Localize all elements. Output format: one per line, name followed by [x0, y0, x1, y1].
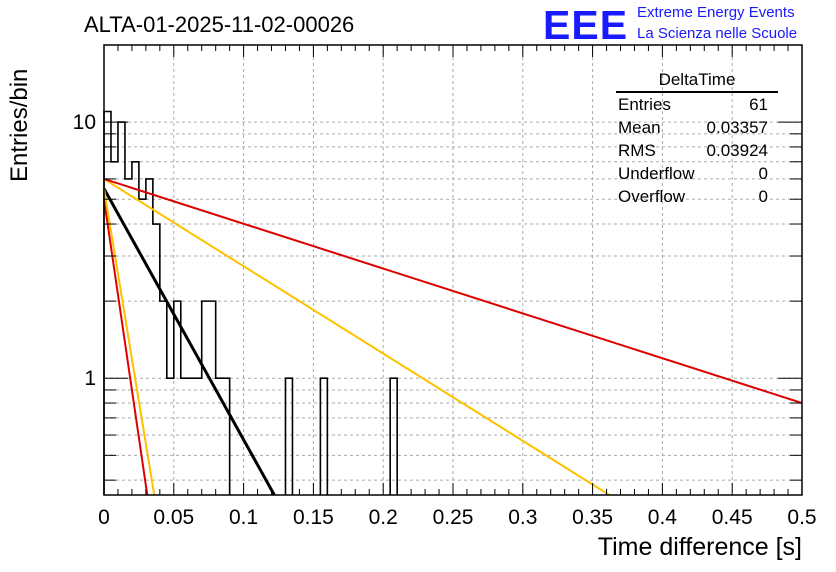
- fit-yellow: [103, 178, 610, 496]
- x-tick-label: 0.5: [787, 506, 816, 529]
- histogram-bin: [209, 301, 216, 495]
- histogram-bin: [285, 378, 292, 495]
- histogram: [103, 110, 398, 495]
- fit-yellow-steep: [103, 188, 156, 496]
- histogram-bin: [160, 301, 167, 495]
- stat-row-overflow: Overflow 0: [612, 185, 778, 208]
- logo-line-1: Extreme Energy Events: [637, 4, 795, 21]
- histogram-bin: [390, 378, 397, 495]
- stats-title: DeltaTime: [616, 70, 778, 93]
- histogram-bin: [181, 378, 188, 495]
- stat-row-underflow: Underflow 0: [612, 162, 778, 185]
- y-tick-label: 1: [84, 367, 96, 390]
- histogram-bin: [153, 224, 160, 495]
- stat-value: 0: [758, 164, 768, 183]
- x-tick-label: 0.2: [369, 506, 398, 529]
- x-tick-label: 0.4: [648, 506, 678, 529]
- stat-row-mean: Mean 0.03357: [612, 116, 778, 139]
- stat-label: Overflow: [618, 187, 686, 206]
- logo-line-2: La Scienza nelle Scuole: [637, 25, 798, 42]
- grid: [104, 44, 802, 495]
- x-axis-label: Time difference [s]: [597, 533, 802, 561]
- stat-row-rms: RMS 0.03924: [612, 139, 778, 162]
- histogram-bin: [167, 378, 174, 495]
- fit-red: [103, 177, 803, 404]
- x-tick-label: 0: [98, 506, 110, 529]
- stat-value: 0.03924: [706, 141, 768, 160]
- histogram-bin: [320, 378, 327, 495]
- x-tick-label: 0.45: [712, 506, 753, 529]
- histogram-bin: [188, 378, 195, 495]
- eee-logo: EEE: [543, 2, 629, 48]
- y-axis-label: Entries/bin: [6, 68, 33, 182]
- stat-row-entries: Entries 61: [612, 93, 778, 116]
- x-tick-label: 0.35: [572, 506, 613, 529]
- axis-ticks: [103, 44, 803, 495]
- x-tick-label: 0.1: [229, 506, 258, 529]
- stat-value: 0: [758, 187, 768, 206]
- axis-tick-labels: 0 0.05 0.1 0.15 0.2 0.25 0.3 0.35 0.4 0.45 0.5 1 10: [73, 111, 817, 529]
- x-tick-label: 0.25: [433, 506, 474, 529]
- fit-black: [102, 187, 276, 496]
- stat-label: Mean: [618, 118, 661, 137]
- stat-label: Underflow: [618, 164, 695, 183]
- stat-value: 0.03357: [706, 118, 768, 137]
- histogram-bin: [202, 301, 209, 495]
- histogram-bin: [195, 378, 202, 495]
- histogram-bin: [132, 162, 139, 495]
- x-tick-label: 0.3: [508, 506, 537, 529]
- stat-label: RMS: [618, 141, 656, 160]
- fit-red-steep: [103, 199, 149, 496]
- stat-label: Entries: [618, 95, 671, 114]
- histogram-bin: [223, 378, 230, 495]
- x-tick-label: 0.15: [293, 506, 334, 529]
- chart-title: ALTA-01-2025-11-02-00026: [84, 12, 355, 37]
- stats-box: DeltaTime Entries 61 Mean 0.03357 RMS 0.…: [612, 70, 778, 208]
- histogram-outline: [103, 110, 398, 495]
- histogram-bin: [104, 111, 111, 495]
- fit-curves: [102, 177, 803, 496]
- y-tick-label: 10: [73, 111, 96, 134]
- x-tick-label: 0.05: [153, 506, 194, 529]
- stat-value: 61: [749, 95, 768, 114]
- histogram-bin: [174, 301, 181, 495]
